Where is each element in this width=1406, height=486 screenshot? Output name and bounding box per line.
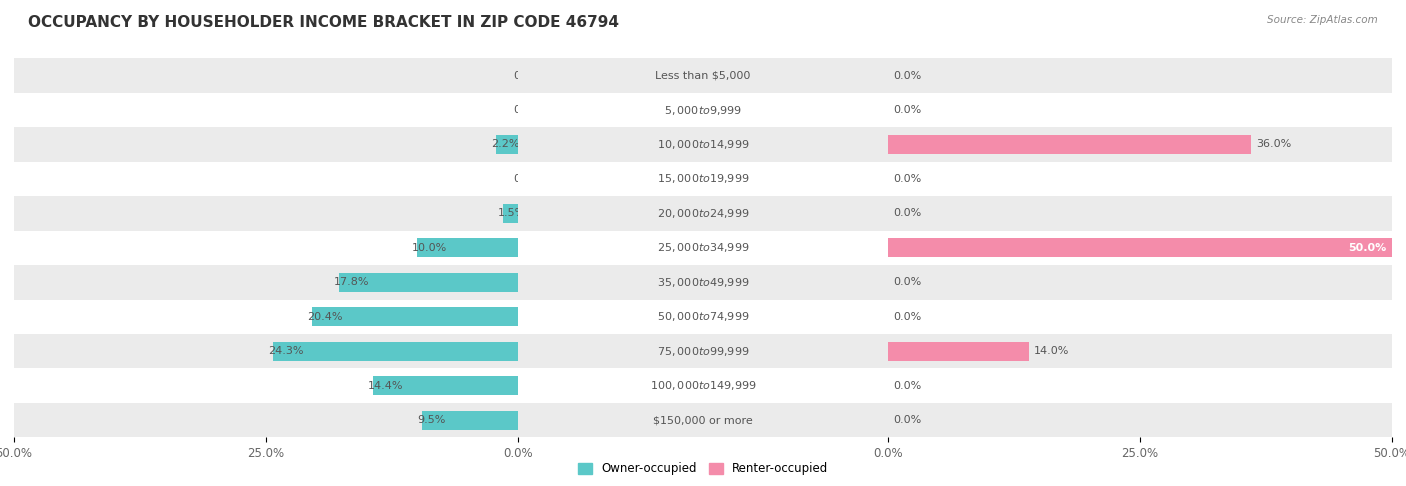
Bar (887, 342, 1029, 361)
Text: $50,000 to $74,999: $50,000 to $74,999 (657, 310, 749, 323)
Text: 1.5%: 1.5% (498, 208, 526, 218)
Text: 0.0%: 0.0% (893, 312, 921, 322)
Bar (14, 265, 519, 299)
Bar (14, 368, 519, 403)
Bar (519, 162, 887, 196)
Text: 0.0%: 0.0% (893, 70, 921, 81)
Bar (887, 127, 1392, 162)
Text: 0.0%: 0.0% (893, 381, 921, 391)
Text: 0.0%: 0.0% (893, 278, 921, 287)
Bar (887, 135, 1251, 154)
Bar (887, 334, 1392, 368)
Bar (887, 58, 1392, 93)
Bar (14, 231, 519, 265)
Text: 50.0%: 50.0% (1348, 243, 1386, 253)
Bar (887, 231, 1392, 265)
Text: 0.0%: 0.0% (513, 105, 541, 115)
Bar (887, 265, 1392, 299)
Bar (312, 307, 519, 326)
Bar (519, 368, 887, 403)
Text: Less than $5,000: Less than $5,000 (655, 70, 751, 81)
Bar (519, 127, 887, 162)
Bar (887, 162, 1392, 196)
Text: 0.0%: 0.0% (893, 174, 921, 184)
Text: OCCUPANCY BY HOUSEHOLDER INCOME BRACKET IN ZIP CODE 46794: OCCUPANCY BY HOUSEHOLDER INCOME BRACKET … (28, 15, 619, 30)
Bar (14, 93, 519, 127)
Bar (14, 162, 519, 196)
Bar (887, 239, 1392, 258)
Text: $15,000 to $19,999: $15,000 to $19,999 (657, 173, 749, 186)
Bar (14, 127, 519, 162)
Text: 0.0%: 0.0% (893, 415, 921, 425)
Bar (519, 334, 887, 368)
Bar (519, 196, 887, 231)
Text: $75,000 to $99,999: $75,000 to $99,999 (657, 345, 749, 358)
Bar (14, 196, 519, 231)
Text: $150,000 or more: $150,000 or more (654, 415, 752, 425)
Text: $35,000 to $49,999: $35,000 to $49,999 (657, 276, 749, 289)
Text: $10,000 to $14,999: $10,000 to $14,999 (657, 138, 749, 151)
Text: $5,000 to $9,999: $5,000 to $9,999 (664, 104, 742, 117)
Text: 36.0%: 36.0% (1256, 139, 1291, 150)
Bar (519, 299, 887, 334)
Bar (519, 58, 887, 93)
Text: 24.3%: 24.3% (269, 346, 304, 356)
Bar (887, 368, 1392, 403)
Bar (14, 299, 519, 334)
Text: 2.2%: 2.2% (491, 139, 519, 150)
Bar (519, 403, 887, 437)
Text: 20.4%: 20.4% (308, 312, 343, 322)
Text: 10.0%: 10.0% (412, 243, 447, 253)
Bar (519, 265, 887, 299)
Bar (519, 231, 887, 265)
Bar (496, 135, 519, 154)
Text: Source: ZipAtlas.com: Source: ZipAtlas.com (1267, 15, 1378, 25)
Text: 14.4%: 14.4% (368, 381, 404, 391)
Bar (887, 196, 1392, 231)
Bar (422, 411, 519, 430)
Text: 0.0%: 0.0% (513, 174, 541, 184)
Bar (14, 334, 519, 368)
Bar (339, 273, 519, 292)
Text: $20,000 to $24,999: $20,000 to $24,999 (657, 207, 749, 220)
Text: 0.0%: 0.0% (893, 105, 921, 115)
Text: $25,000 to $34,999: $25,000 to $34,999 (657, 242, 749, 254)
Text: 14.0%: 14.0% (1033, 346, 1070, 356)
Bar (887, 299, 1392, 334)
Bar (373, 376, 519, 395)
Bar (887, 93, 1392, 127)
Bar (519, 93, 887, 127)
Text: 17.8%: 17.8% (333, 278, 370, 287)
Bar (418, 239, 519, 258)
Text: 0.0%: 0.0% (893, 208, 921, 218)
Bar (273, 342, 519, 361)
Text: $100,000 to $149,999: $100,000 to $149,999 (650, 379, 756, 392)
Bar (503, 204, 519, 223)
Text: 9.5%: 9.5% (418, 415, 446, 425)
Bar (887, 403, 1392, 437)
Bar (14, 403, 519, 437)
Bar (14, 58, 519, 93)
Text: 0.0%: 0.0% (513, 70, 541, 81)
Legend: Owner-occupied, Renter-occupied: Owner-occupied, Renter-occupied (572, 458, 834, 480)
